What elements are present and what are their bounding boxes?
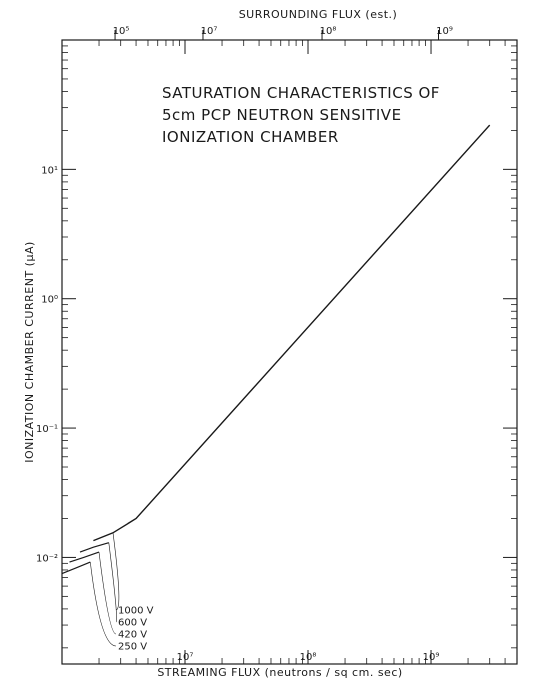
series-label: 250 V <box>118 642 147 653</box>
series-line <box>79 542 109 553</box>
series-label: 600 V <box>118 618 147 629</box>
top-tick-label: 10⁸ <box>320 26 337 37</box>
y-axis-ticks: 10⁻² 10⁻¹ 10⁰ 10¹ <box>36 165 517 564</box>
plot-frame <box>61 39 518 665</box>
label-leader <box>108 542 117 623</box>
minor-ticks <box>62 40 518 664</box>
series-line <box>69 551 100 563</box>
x-axis-label: STREAMING FLUX (neutrons / sq cm. sec) <box>157 666 402 679</box>
label-leader <box>112 532 120 611</box>
series-line <box>61 561 91 575</box>
top-tick-label: 10⁷ <box>201 26 218 37</box>
label-leader <box>98 552 117 635</box>
top-axis-ticks: 10⁵ 10⁷ 10⁸ 10⁹ <box>113 26 453 40</box>
series-label: 420 V <box>118 630 147 641</box>
label-leader <box>90 562 117 647</box>
chart-title-line-2: 5cm PCP NEUTRON SENSITIVE <box>162 106 402 124</box>
x-tick-label: 10⁷ <box>177 652 194 663</box>
y-axis-label: IONIZATION CHAMBER CURRENT (µA) <box>23 241 36 463</box>
top-tick-label: 10⁵ <box>113 26 130 37</box>
top-tick-label: 10⁹ <box>436 26 453 37</box>
top-axis-label: SURROUNDING FLUX (est.) <box>239 8 398 21</box>
series-label: 1000 V <box>118 606 154 617</box>
y-tick-label: 10¹ <box>41 165 58 176</box>
y-tick-label: 10⁰ <box>41 295 58 306</box>
x-tick-label: 10⁸ <box>300 652 317 663</box>
y-tick-label: 10⁻² <box>36 553 58 564</box>
chart-title-line-3: IONIZATION CHAMBER <box>162 128 339 146</box>
y-tick-label: 10⁻¹ <box>36 424 58 435</box>
series-line <box>93 124 491 542</box>
x-tick-label: 10⁹ <box>423 652 440 663</box>
x-axis-ticks: 10⁷ 10⁸ 10⁹ <box>177 40 440 664</box>
chart-title-line-1: SATURATION CHARACTERISTICS OF <box>162 84 440 102</box>
series-lines <box>61 124 491 575</box>
